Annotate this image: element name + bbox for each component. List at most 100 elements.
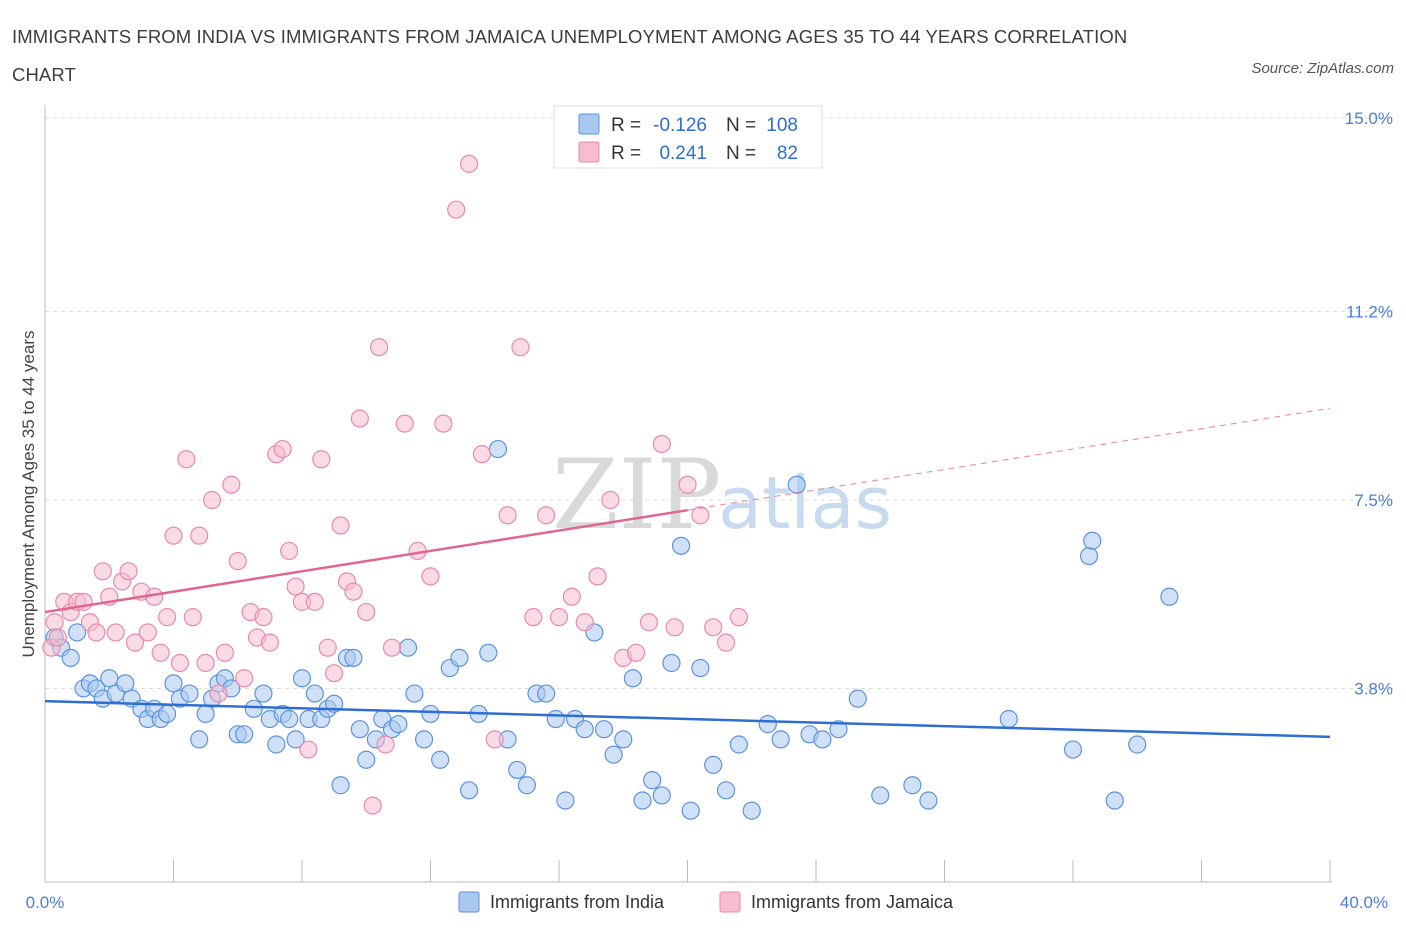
jamaica-trend-line [44, 508, 688, 614]
india-point [742, 801, 761, 820]
india-point [1160, 587, 1179, 606]
jamaica-point [280, 541, 299, 561]
chart-source: Source: ZipAtlas.com [1251, 60, 1394, 77]
jamaica-point [106, 623, 125, 642]
jamaica-point [273, 439, 292, 459]
india-point [903, 776, 922, 795]
jamaica-point [678, 475, 697, 494]
india-point [633, 791, 652, 810]
jamaica-point [537, 506, 556, 525]
india-point [716, 781, 736, 800]
india-point [292, 669, 312, 688]
jamaica-point [639, 613, 659, 632]
india-point [116, 674, 135, 693]
jamaica-point [215, 643, 234, 662]
jamaica-point [286, 577, 305, 596]
jamaica-point [119, 562, 138, 581]
legend-jamaica-n-value: 82 [777, 143, 798, 164]
chart-title: IMMIGRANTS FROM INDIA VS IMMIGRANTS FROM… [12, 26, 1128, 85]
india-point [999, 709, 1018, 729]
jamaica-point [235, 669, 254, 688]
jamaica-point [459, 154, 479, 173]
jamaica-point [325, 664, 344, 683]
jamaica-point [524, 608, 543, 627]
jamaica-point [434, 414, 453, 433]
india-point [331, 776, 350, 795]
y-tick-labels: 3.8% 7.5% 11.2% 15.0% [1345, 109, 1393, 698]
x-tick-marks [173, 860, 1331, 882]
india-point [254, 684, 273, 703]
india-point [190, 730, 209, 749]
india-point [517, 776, 536, 795]
jamaica-point [370, 338, 389, 357]
legend-jamaica-swatch [578, 141, 600, 163]
jamaica-point [190, 526, 209, 545]
legend-jamaica-r-value: 0.241 [659, 143, 707, 164]
jamaica-point [511, 338, 530, 357]
india-point [450, 648, 469, 667]
india-point [164, 674, 183, 693]
india-point [508, 760, 527, 780]
india-point [180, 684, 199, 703]
legend-box: R = -0.126 N = 108 R = 0.241 N = 82 [553, 105, 823, 169]
jamaica-point [549, 608, 569, 627]
jamaica-trend-extension [687, 407, 1331, 511]
india-point [729, 735, 749, 754]
jamaica-point [125, 633, 145, 652]
jamaica-point [177, 450, 196, 469]
jamaica-point [691, 506, 710, 525]
jamaica-point [138, 623, 157, 642]
india-point [594, 720, 614, 739]
india-point [691, 658, 710, 678]
legend-india-r-label: R = [611, 115, 641, 136]
jamaica-point [299, 740, 318, 759]
jamaica-points [42, 154, 749, 815]
india-point [280, 709, 299, 729]
jamaica-point [665, 618, 684, 637]
jamaica-point [344, 582, 363, 601]
india-point [431, 750, 450, 769]
india-point [681, 801, 700, 820]
jamaica-point [498, 506, 517, 525]
india-point [919, 791, 938, 810]
jamaica-point [228, 552, 247, 571]
india-point [652, 786, 671, 805]
jamaica-point [575, 613, 594, 632]
legend-jamaica-n-label: N = [726, 143, 756, 164]
jamaica-point [183, 608, 202, 627]
jamaica-point [626, 643, 646, 662]
watermark-zip: ZIP [552, 439, 721, 551]
trend-lines [44, 407, 1331, 739]
grid-lines [45, 117, 1395, 689]
india-point [614, 730, 633, 749]
india-point [61, 648, 80, 667]
jamaica-point [716, 633, 736, 652]
india-point [662, 653, 681, 673]
jamaica-point [562, 587, 581, 606]
jamaica-point [312, 450, 331, 469]
india-point [643, 771, 662, 790]
jamaica-point [202, 490, 222, 510]
jamaica-point [601, 490, 620, 510]
india-point [787, 475, 806, 494]
y-tick-label: 11.2% [1346, 303, 1393, 322]
jamaica-point [45, 613, 64, 632]
y-tick-label: 7.5% [1354, 491, 1393, 510]
jamaica-point [196, 653, 215, 673]
watermark-atlas: atlas [718, 461, 892, 545]
india-point [488, 439, 508, 459]
india-point [405, 684, 424, 703]
jamaica-point [395, 414, 414, 433]
india-point [604, 745, 623, 764]
india-point [357, 750, 376, 769]
india-point [704, 755, 723, 774]
legend-india-swatch [578, 113, 600, 135]
india-point [623, 669, 642, 688]
jamaica-point [305, 592, 324, 611]
jamaica-point [350, 409, 369, 428]
india-point [813, 730, 832, 749]
india-point [389, 715, 408, 734]
bottom-legend-india-label: Immigrants from India [490, 892, 665, 912]
bottom-legend-jamaica-swatch [719, 891, 741, 913]
legend-india-n-label: N = [726, 115, 756, 136]
